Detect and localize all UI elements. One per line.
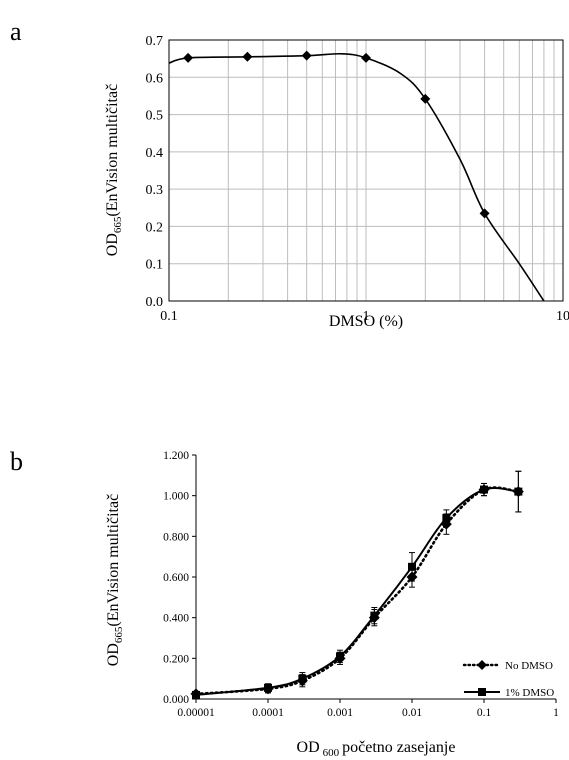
- panel-b-series: [190, 470, 524, 700]
- panel-b-data-point: [514, 487, 523, 496]
- panel-b-label: b: [10, 447, 23, 476]
- panel-a-y-tick-label: 0.7: [146, 34, 164, 49]
- panel-a-x-axis-title: DMSO (%): [329, 313, 403, 330]
- panel-b-y-axis-title-sub: 665: [113, 626, 125, 643]
- panel-b-x-tick-label: 0.1: [477, 707, 492, 719]
- legend-1pct-dmso-label: 1% DMSO: [505, 687, 554, 699]
- panel-b-data-point: [408, 562, 416, 571]
- panel-b-series-1pct-dmso: [192, 470, 523, 699]
- panel-b-x-tick-label: 0.0001: [252, 707, 284, 719]
- panel-a-y-tick-label: 0.2: [146, 220, 164, 235]
- panel-b-x-axis-title-sub: 600: [323, 747, 340, 759]
- panel-b-data-point: [298, 674, 307, 683]
- panel-b-data-point: [442, 514, 451, 523]
- panel-b-data-point: [370, 611, 379, 620]
- panel-b-data-point: [480, 485, 488, 494]
- panel-a-grid: [169, 40, 563, 301]
- panel-b-data-point: [336, 652, 344, 661]
- panel-b-y-axis-title-main: OD: [105, 643, 122, 666]
- panel-a-y-axis-title-sub: 665: [112, 216, 124, 233]
- legend-no-dmso-marker: [477, 660, 487, 670]
- legend-no-dmso-label: No DMSO: [505, 660, 553, 672]
- panel-a-x-tick-label: 10: [556, 309, 569, 324]
- panel-a-data-point: [242, 51, 253, 62]
- panel-a-y-tick-label: 0.6: [146, 71, 164, 86]
- panel-a-x-tick-label: 1: [363, 309, 370, 324]
- panel-a-plot-frame: [168, 39, 564, 302]
- panel-b-y-tick-label: 0.800: [163, 531, 189, 543]
- panel-a-x-tick-labels: 0.1 1 10: [160, 309, 569, 324]
- panel-b-x-tick-label: 0.00001: [177, 707, 215, 719]
- panel-a-y-tick-label: 0.5: [146, 109, 164, 124]
- panel-b-tick-marks: [192, 454, 557, 703]
- panel-b-x-tick-label: 1: [553, 707, 559, 719]
- panel-a-y-axis-title-main: OD: [104, 233, 121, 256]
- panel-b-series-line: [194, 486, 520, 696]
- panel-b-y-tick-labels: 0.000 0.200 0.400 0.600 0.800 1.000 1.200: [163, 450, 189, 706]
- panel-b-data-point: [192, 690, 200, 699]
- panel-a-y-tick-label: 0.4: [146, 146, 164, 161]
- panel-b-x-tick-label: 0.001: [327, 707, 353, 719]
- panel-b: b 0.000 0.200 0.400 0.600 0.800 1.000 1.200 0.…: [10, 447, 559, 759]
- panel-b-x-axis-title: OD 600 početno zasejanje: [297, 739, 456, 759]
- panel-a-data-point: [301, 50, 312, 61]
- panel-a-y-tick-labels: 0.0 0.1 0.2 0.3 0.4 0.5 0.6 0.7: [146, 34, 164, 310]
- panel-b-x-tick-labels: 0.00001 0.0001 0.001 0.01 0.1 1: [177, 707, 559, 719]
- panel-b-x-tick-label: 0.01: [402, 707, 422, 719]
- panel-a-data-point: [183, 52, 194, 63]
- panel-a-y-tick-label: 0.3: [146, 183, 164, 198]
- panel-a-data-points: [183, 50, 490, 219]
- panel-b-y-axis-title: OD665(EnVision multičitač: [105, 494, 125, 666]
- panel-a-y-tick-label: 0.1: [146, 258, 164, 273]
- panel-a: a 0.00.10.20.30.40.50.60.7 0.1 1 10 DMSO (…: [10, 17, 569, 330]
- panel-b-y-tick-label: 1.000: [163, 491, 189, 503]
- panel-b-x-axis-title-rest: početno zasejanje: [342, 739, 455, 756]
- panel-a-y-tick-label: 0.0: [146, 295, 164, 310]
- legend-1pct-dmso-marker: [478, 688, 486, 696]
- panel-b-y-axis-title-rest: (EnVision multičitač: [105, 494, 122, 627]
- panel-a-data-point: [420, 93, 431, 104]
- panel-a-label: a: [10, 17, 22, 46]
- panel-a-x-tick-label: 0.1: [160, 309, 178, 324]
- panel-a-y-axis-title: OD665(EnVision multičitač: [104, 84, 124, 256]
- panel-b-y-tick-label: 1.200: [163, 450, 189, 462]
- panel-a-y-axis-title-rest: (EnVision multičitač: [104, 84, 121, 217]
- panel-a-data-point: [361, 52, 371, 63]
- panel-b-legend: No DMSO 1% DMSO: [462, 660, 554, 699]
- panel-a-data-point: [479, 208, 490, 219]
- panel-b-x-axis-title-main: OD: [297, 739, 320, 756]
- panel-b-y-tick-label: 0.000: [163, 694, 189, 706]
- panel-b-y-tick-label: 0.600: [163, 572, 189, 584]
- panel-b-data-point: [264, 683, 272, 692]
- panel-b-y-tick-label: 0.400: [163, 613, 189, 625]
- panel-b-y-tick-label: 0.200: [163, 653, 189, 665]
